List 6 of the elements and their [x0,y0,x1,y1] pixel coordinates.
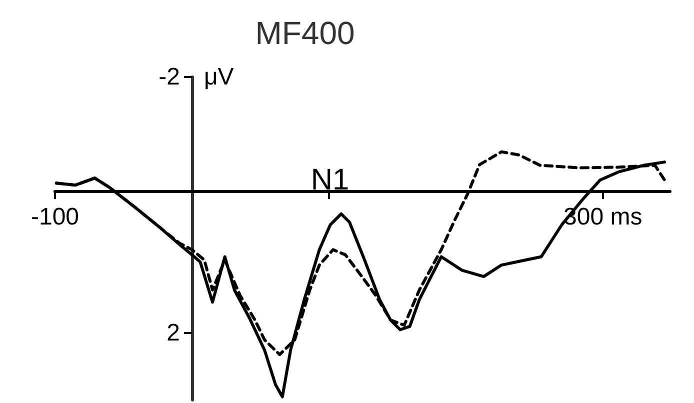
chart-title: MF400 [255,15,355,51]
x-tick-label: -100 [30,204,80,231]
y-axis-title: μV [204,64,234,90]
y-tick-label: 2 [166,319,180,346]
y-tick-label: -2 [158,64,180,90]
annotation: N1 [310,164,350,196]
